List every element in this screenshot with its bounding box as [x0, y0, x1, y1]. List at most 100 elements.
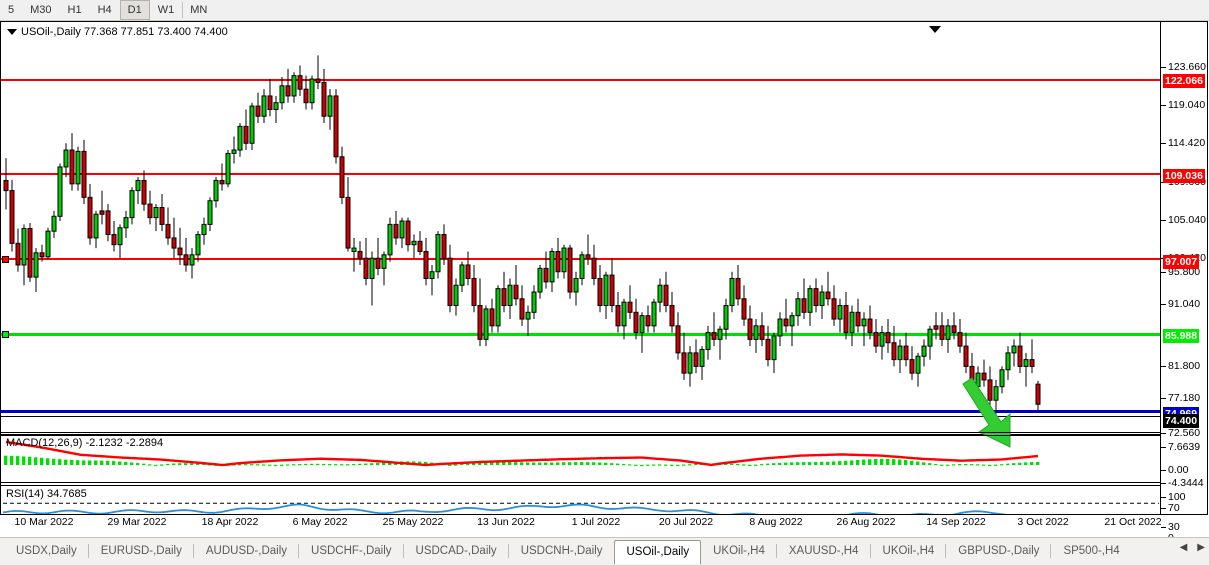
level-line-resistance-109[interactable] [1, 173, 1161, 175]
chart-tab-eurusd-daily[interactable]: EURUSD-,Daily [89, 540, 194, 562]
price-tick-label: 95.800 [1168, 266, 1201, 278]
level-line-resistance-122[interactable] [1, 79, 1161, 81]
date-tick-label: 10 Mar 2022 [14, 516, 74, 528]
candlestick-series [3, 55, 1041, 414]
current-bar-marker-icon [929, 26, 941, 33]
chart-tab-label: SP500-,H4 [1063, 545, 1120, 557]
price-tick-mark [1161, 366, 1166, 367]
tab-divider [298, 544, 300, 558]
date-tick-label: 21 Oct 2022 [1104, 516, 1162, 528]
price-tick-mark [1161, 272, 1166, 273]
tab-divider [402, 544, 404, 558]
date-tick-label: 14 Sep 2022 [926, 516, 986, 528]
price-tick-mark [1161, 105, 1166, 106]
timeframe-toolbar: 5 M30 H1 H4 D1 W1 MN [0, 0, 1209, 21]
chart-tab-usoil-daily[interactable]: USOil-,Daily [614, 540, 702, 564]
panel-separator-rsi-top [1, 485, 1161, 486]
chart-tab-label: USDCNH-,Daily [520, 545, 603, 557]
macd-indicator-plot [4, 440, 1040, 467]
chart-tab-label: USDCAD-,Daily [415, 545, 497, 557]
chart-tab-usdchf-daily[interactable]: USDCHF-,Daily [299, 540, 404, 562]
price-tick-mark [1161, 143, 1166, 144]
timeframe-button-d1[interactable]: D1 [119, 0, 150, 20]
rsi-indicator-label: RSI(14) 34.7685 [6, 488, 87, 500]
toolbar-divider [182, 2, 183, 18]
chart-collapse-icon[interactable] [7, 29, 17, 35]
price-level-badge[interactable]: 97.007 [1163, 255, 1200, 269]
price-level-badge[interactable]: 85.988 [1163, 329, 1200, 343]
black-level-line-2 [1, 434, 1161, 435]
date-tick-label: 13 Jun 2022 [477, 516, 535, 528]
price-tick-label: -4.3444 [1168, 477, 1204, 489]
price-tick-mark [1161, 497, 1166, 498]
price-tick-label: 0.00 [1168, 464, 1189, 476]
level-line-support-85[interactable] [1, 333, 1161, 336]
price-tick-label: 70 [1168, 502, 1180, 514]
chart-tab-usdx-daily[interactable]: USDX,Daily [4, 540, 89, 562]
chart-tab-ukoil-h4[interactable]: UKOil-,H4 [701, 540, 777, 562]
tab-scroll-right-icon[interactable]: ▶ [1197, 542, 1205, 553]
timeframe-button-m30[interactable]: M30 [30, 4, 52, 16]
level-handle-support-85[interactable] [2, 331, 9, 338]
price-tick-label: 30 [1168, 521, 1180, 533]
price-tick-label: 7.6639 [1168, 441, 1201, 453]
timeframe-button-group: 5 M30 H1 H4 D1 W1 MN [0, 0, 215, 20]
chart-tab-label: UKOil-,H4 [882, 545, 935, 557]
price-level-badge[interactable]: 122.066 [1163, 74, 1205, 88]
price-level-badge[interactable]: 109.036 [1163, 169, 1205, 183]
date-tick-label: 20 Jul 2022 [658, 516, 714, 528]
chart-tab-usdcnh-daily[interactable]: USDCNH-,Daily [509, 540, 615, 562]
chart-tab-audusd-daily[interactable]: AUDUSD-,Daily [194, 540, 300, 562]
chart-tab-label: USOil-,Daily [626, 546, 690, 558]
timeframe-button-h4[interactable]: H4 [97, 4, 112, 16]
price-tick-mark [1161, 304, 1166, 305]
date-tick-label: 6 May 2022 [292, 516, 348, 528]
chart-tab-label: GBPUSD-,Daily [958, 545, 1040, 557]
chart-tab-label: XAUUSD-,H4 [788, 545, 859, 557]
chart-tabs: USDX,Daily EURUSD-,Daily AUDUSD-,Daily USDC… [4, 540, 1132, 564]
timeframe-button-5[interactable]: 5 [8, 4, 15, 16]
chart-tab-label: AUDUSD-,Daily [205, 545, 288, 557]
price-tick-mark [1161, 67, 1166, 68]
date-tick-label: 26 Aug 2022 [836, 516, 896, 528]
price-tick-label: 105.040 [1168, 214, 1206, 226]
date-axis: 10 Mar 2022 29 Mar 2022 18 Apr 2022 6 May 2… [0, 516, 1208, 534]
timeframe-button-h1[interactable]: H1 [67, 4, 82, 16]
timeframe-button-mn[interactable]: MN [190, 4, 208, 16]
timeframe-button-w1[interactable]: W1 [157, 4, 175, 16]
price-tick-mark [1161, 508, 1166, 509]
black-level-line-1 [1, 416, 1161, 417]
price-tick-label: 81.800 [1168, 360, 1201, 372]
date-tick-label: 29 Mar 2022 [107, 516, 167, 528]
chart-tab-ukoil-h4[interactable]: UKOil-,H4 [871, 540, 947, 562]
price-axis[interactable]: 123.660119.040114.420109.660105.040100.4… [1160, 22, 1207, 543]
macd-indicator-label: MACD(12,26,9) -2.1232 -2.2894 [6, 437, 164, 449]
chart-tab-label: EURUSD-,Daily [100, 545, 182, 557]
tab-divider [507, 544, 509, 558]
tab-scroll-left-icon[interactable]: ◀ [1179, 542, 1188, 553]
tab-divider [869, 544, 871, 558]
level-line-support-74[interactable] [1, 410, 1161, 413]
chart-frame[interactable]: USOil-,Daily 77.368 77.851 73.400 74.400… [0, 21, 1208, 543]
level-handle-resistance-97[interactable] [2, 256, 9, 263]
price-tick-label: 91.040 [1168, 298, 1201, 310]
chart-tab-gbpusd-daily[interactable]: GBPUSD-,Daily [946, 540, 1052, 562]
price-tick-label: 72.560 [1168, 427, 1201, 439]
panel-separator-macd-top2 [1, 435, 1161, 436]
chart-tab-label: USDX,Daily [16, 545, 77, 557]
down-trend-arrow[interactable] [1, 22, 1161, 514]
chart-tab-usdcad-daily[interactable]: USDCAD-,Daily [404, 540, 509, 562]
price-tick-label: 77.180 [1168, 392, 1201, 404]
panel-separator-macd-bottom [1, 482, 1161, 483]
price-tick-mark [1161, 470, 1166, 471]
chart-tab-bar: USDX,Daily EURUSD-,Daily AUDUSD-,Daily USDC… [0, 537, 1209, 565]
tab-divider [775, 544, 777, 558]
price-level-badge[interactable]: 74.400 [1163, 414, 1200, 428]
tab-divider [192, 544, 194, 558]
chart-tab-xauusd-h4[interactable]: XAUUSD-,H4 [777, 540, 871, 562]
chart-plot-area[interactable]: USOil-,Daily 77.368 77.851 73.400 74.400… [1, 22, 1161, 514]
chart-tab-sp500-h4[interactable]: SP500-,H4 [1051, 540, 1131, 562]
tab-divider [1050, 544, 1052, 558]
price-tick-mark [1161, 398, 1166, 399]
